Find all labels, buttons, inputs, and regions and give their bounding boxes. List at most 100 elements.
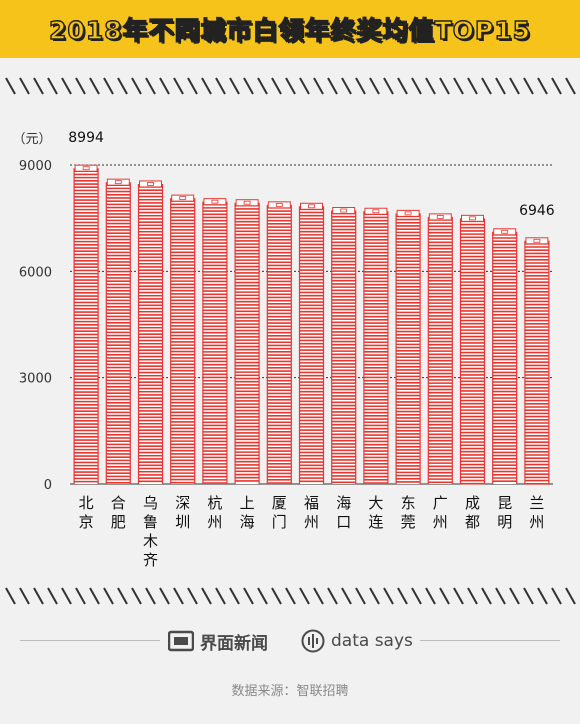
x-tick-label: 州 xyxy=(304,513,319,531)
x-tick-label: 福 xyxy=(304,494,319,512)
bar-福州 xyxy=(298,202,325,484)
hatch-stroke xyxy=(565,587,576,605)
hatch-stroke xyxy=(481,77,492,95)
x-tick-label: 乌 xyxy=(143,494,158,512)
bar-深圳 xyxy=(170,194,196,484)
hatch-stroke xyxy=(19,77,30,95)
hatch-stroke xyxy=(103,587,114,605)
hatch-stroke xyxy=(509,77,520,95)
y-axis-label: （元） xyxy=(12,132,51,147)
x-tick-label: 东 xyxy=(401,494,416,512)
x-tick-label: 昆 xyxy=(497,494,512,512)
x-tick-label: 口 xyxy=(336,513,351,531)
footer-divider-left xyxy=(20,640,160,641)
x-tick-label: 鲁 xyxy=(143,513,158,531)
hatch-stroke xyxy=(159,587,170,605)
x-tick-label: 深 xyxy=(175,494,190,512)
hatch-stroke xyxy=(229,587,240,605)
hatch-stroke xyxy=(397,77,408,95)
bar-东莞 xyxy=(395,209,421,484)
hatch-stroke xyxy=(75,587,86,605)
x-tick-label: 合 xyxy=(111,494,126,512)
hatch-stroke xyxy=(327,587,338,605)
bar-chart: 0300060009000（元）北京合肥乌鲁木齐深圳杭州上海厦门福州海口大连东莞… xyxy=(12,130,554,569)
hatch-stroke xyxy=(411,587,422,605)
hatch-stroke xyxy=(467,77,478,95)
hatch-stroke xyxy=(5,77,16,95)
bar-top xyxy=(364,207,388,215)
hatch-stroke xyxy=(439,77,450,95)
bar-top-mark xyxy=(211,199,219,204)
bar-top xyxy=(203,198,227,206)
hatch-stroke xyxy=(131,77,142,95)
hatch-stroke xyxy=(117,587,128,605)
hatch-stroke xyxy=(341,77,352,95)
bar-top-mark xyxy=(308,204,315,209)
bar-合肥 xyxy=(105,178,131,484)
hatch-stroke xyxy=(551,77,562,95)
bar-top xyxy=(74,164,98,172)
hatch-stroke xyxy=(215,77,226,95)
bar-上海 xyxy=(234,199,260,485)
hatch-stroke xyxy=(565,77,576,95)
title-band xyxy=(0,0,580,58)
x-tick-label: 州 xyxy=(207,513,222,531)
bar-乌鲁木齐 xyxy=(137,180,164,484)
brand-data-says-label: data says xyxy=(331,631,413,651)
hatch-stroke xyxy=(397,587,408,605)
hatch-stroke xyxy=(551,587,562,605)
x-tick-label: 明 xyxy=(497,513,512,531)
hatch-stroke xyxy=(537,77,548,95)
x-tick-label: 大 xyxy=(368,494,383,512)
bar-top-mark xyxy=(147,182,154,186)
data-says-logo-icon xyxy=(301,629,325,653)
hatch-stroke xyxy=(257,587,268,605)
bar-top xyxy=(525,237,549,245)
hatch-stroke xyxy=(313,587,324,605)
bar-top xyxy=(106,178,130,186)
hatch-stroke xyxy=(285,77,296,95)
bar-top xyxy=(300,202,323,210)
x-tick-label: 京 xyxy=(79,513,94,531)
x-tick-label: 门 xyxy=(272,513,287,531)
bar-成都 xyxy=(459,214,486,485)
hatch-stroke xyxy=(537,587,548,605)
hatch-stroke xyxy=(271,587,282,605)
bar-top-mark xyxy=(533,238,541,243)
hatch-stroke xyxy=(341,587,352,605)
jiemian-logo-icon xyxy=(168,630,194,652)
bar-top xyxy=(396,209,420,217)
hatch-stroke xyxy=(523,587,534,605)
hatch-stroke xyxy=(495,587,506,605)
bar-杭州 xyxy=(202,198,228,484)
x-tick-label: 海 xyxy=(240,513,255,531)
bar-top xyxy=(461,214,484,222)
x-tick-label: 上 xyxy=(240,494,255,512)
bar-body xyxy=(138,180,163,484)
x-tick-label: 海 xyxy=(336,494,351,512)
hatch-stroke xyxy=(89,587,100,605)
y-tick-label: 6000 xyxy=(19,265,52,280)
hatch-stroke xyxy=(467,587,478,605)
hatch-stroke xyxy=(61,587,72,605)
x-tick-label: 成 xyxy=(465,494,480,512)
data-source: 数据来源：智联招聘 xyxy=(231,684,349,699)
hatch-stroke xyxy=(425,77,436,95)
hatch-stroke xyxy=(201,587,212,605)
hatch-stroke xyxy=(145,587,156,605)
y-tick-label: 9000 xyxy=(19,159,52,174)
decorative-hatch-bottom xyxy=(5,587,576,605)
bar-top-mark xyxy=(82,166,90,171)
x-tick-label: 州 xyxy=(529,513,544,531)
bar-top-mark xyxy=(372,209,380,214)
bar-top-mark xyxy=(404,211,412,216)
bar-top-mark xyxy=(275,202,283,207)
x-tick-label: 州 xyxy=(433,513,448,531)
bar-top xyxy=(139,180,162,188)
hatch-stroke xyxy=(173,77,184,95)
hatch-stroke xyxy=(313,77,324,95)
hatch-stroke xyxy=(285,587,296,605)
x-tick-label: 肥 xyxy=(111,513,126,531)
hatch-stroke xyxy=(47,77,58,95)
hatch-stroke xyxy=(425,587,436,605)
